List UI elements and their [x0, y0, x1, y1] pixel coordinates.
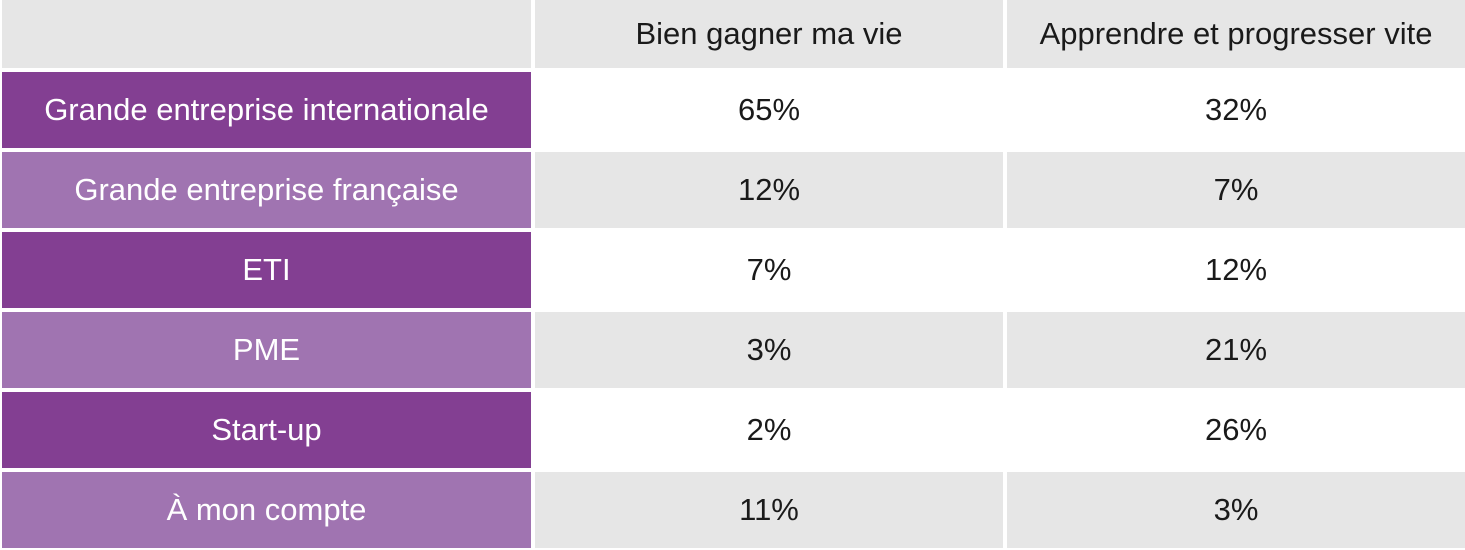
table-cell: 7%	[535, 232, 1003, 308]
table-cell: 65%	[535, 72, 1003, 148]
table-cell: 21%	[1007, 312, 1465, 388]
table-cell: 26%	[1007, 392, 1465, 468]
row-label-pme: PME	[2, 312, 531, 388]
row-label-grande-entreprise-internationale: Grande entreprise internationale	[2, 72, 531, 148]
table-cell: 12%	[1007, 232, 1465, 308]
column-header-bien-gagner: Bien gagner ma vie	[535, 0, 1003, 68]
row-label-start-up: Start-up	[2, 392, 531, 468]
table-cell: 3%	[1007, 472, 1465, 548]
table-cell: 7%	[1007, 152, 1465, 228]
table-cell: 2%	[535, 392, 1003, 468]
table-cell: 32%	[1007, 72, 1465, 148]
table-cell: 12%	[535, 152, 1003, 228]
row-label-a-mon-compte: À mon compte	[2, 472, 531, 548]
column-header-apprendre: Apprendre et progresser vite	[1007, 0, 1465, 68]
row-label-grande-entreprise-francaise: Grande entreprise française	[2, 152, 531, 228]
table-cell: 3%	[535, 312, 1003, 388]
row-label-eti: ETI	[2, 232, 531, 308]
header-corner-cell	[2, 0, 531, 68]
table-cell: 11%	[535, 472, 1003, 548]
